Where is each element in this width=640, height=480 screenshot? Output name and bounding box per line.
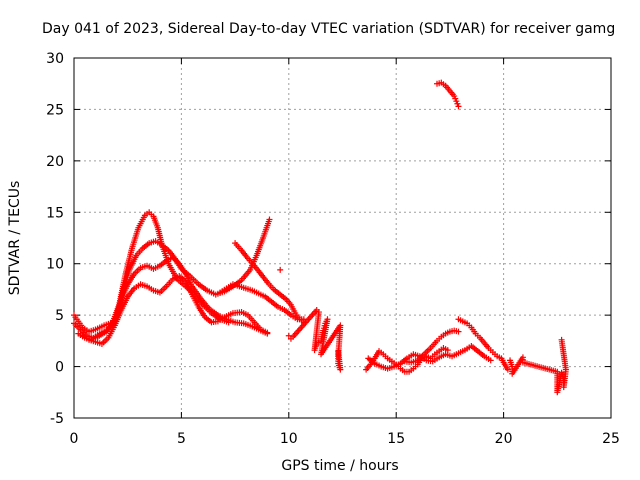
x-tick-label: 20 bbox=[495, 431, 513, 447]
data-point bbox=[266, 216, 273, 223]
x-axis-ticks: 0 5 10 15 20 25 bbox=[70, 58, 620, 447]
data-point bbox=[285, 332, 292, 339]
y-axis-label: SDTVAR / TECUs bbox=[7, 181, 23, 296]
data-point bbox=[455, 103, 462, 110]
x-tick-label: 25 bbox=[602, 431, 620, 447]
data-point bbox=[264, 329, 271, 336]
data-point bbox=[504, 366, 511, 373]
series-arc-a bbox=[71, 209, 232, 335]
data-point bbox=[558, 336, 565, 343]
data-points bbox=[71, 79, 569, 396]
series-arc-f bbox=[217, 281, 307, 323]
y-axis-ticks: -5 0 5 10 15 20 25 30 bbox=[46, 51, 611, 427]
y-tick-label: 15 bbox=[46, 205, 64, 221]
data-point bbox=[455, 328, 462, 335]
y-tick-label: 10 bbox=[46, 257, 64, 273]
y-tick-label: -5 bbox=[50, 411, 64, 427]
y-tick-label: 0 bbox=[55, 360, 64, 376]
plot-frame bbox=[73, 57, 612, 419]
series-arc-i bbox=[401, 327, 462, 366]
x-tick-label: 10 bbox=[280, 431, 298, 447]
series-arc-j bbox=[455, 316, 511, 373]
x-tick-label: 5 bbox=[177, 431, 186, 447]
x-tick-label: 0 bbox=[70, 431, 79, 447]
x-tick-label: 15 bbox=[387, 431, 405, 447]
data-point bbox=[277, 266, 284, 273]
series-arc-k bbox=[434, 79, 462, 110]
y-tick-label: 20 bbox=[46, 154, 64, 170]
chart-title: Day 041 of 2023, Sidereal Day-to-day VTE… bbox=[42, 21, 615, 37]
y-tick-label: 25 bbox=[46, 102, 64, 118]
series-cluster-10 bbox=[277, 266, 344, 373]
data-point bbox=[487, 357, 494, 364]
data-point bbox=[335, 348, 342, 355]
y-tick-label: 5 bbox=[55, 308, 64, 324]
x-axis-label: GPS time / hours bbox=[281, 458, 398, 474]
y-tick-label: 30 bbox=[46, 51, 64, 67]
series-arc-d bbox=[79, 273, 271, 347]
series-cluster-20 bbox=[507, 336, 569, 396]
